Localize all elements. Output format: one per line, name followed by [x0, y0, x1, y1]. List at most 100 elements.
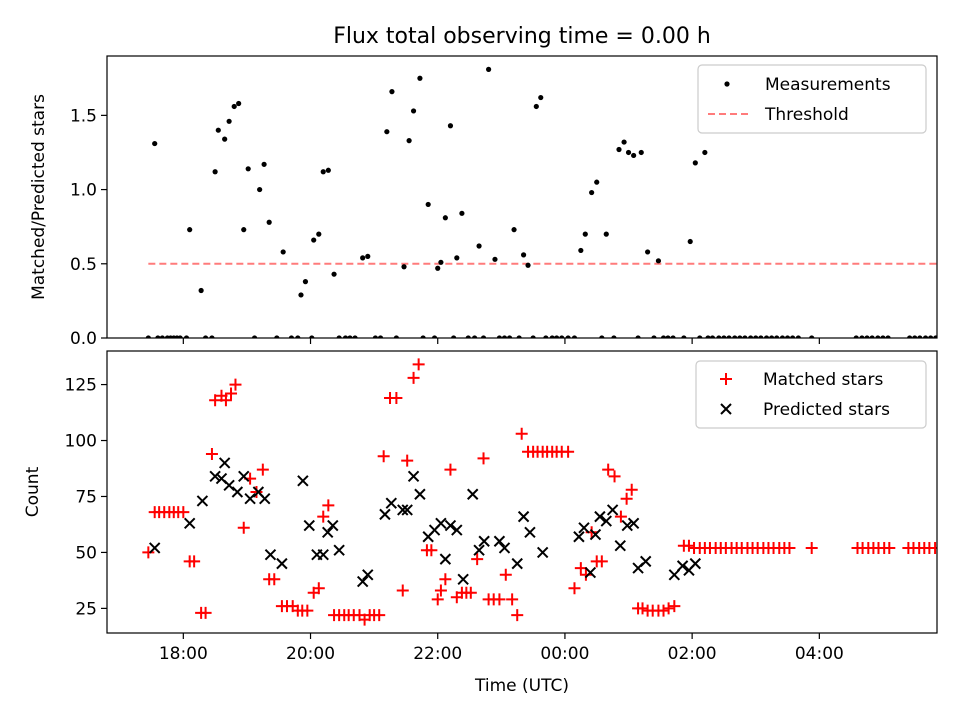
matched-star-point — [219, 394, 232, 407]
legend-label-threshold: Threshold — [764, 105, 849, 125]
predicted-star-point — [209, 470, 221, 483]
x-tick-label: 20:00 — [286, 644, 335, 664]
legend-marker-measurements — [724, 81, 730, 87]
matched-star-point — [177, 506, 190, 519]
measurement-point — [442, 215, 448, 221]
measurement-point — [187, 227, 193, 233]
predicted-star-point — [297, 475, 309, 487]
measurement-point — [859, 335, 865, 338]
measurement-point — [549, 335, 555, 338]
measurement-point — [352, 335, 358, 338]
measurement-point — [511, 227, 517, 233]
measurement-point — [645, 249, 651, 255]
measurement-point — [621, 139, 627, 145]
matched-star-point — [268, 573, 281, 586]
measurement-point — [784, 335, 791, 338]
measurement-point — [377, 335, 384, 338]
measurement-point — [922, 335, 929, 338]
predicted-star-point — [578, 522, 590, 534]
measurement-point — [480, 335, 487, 338]
measurement-point — [917, 335, 923, 338]
matched-star-point — [396, 584, 409, 597]
predicted-star-point — [478, 535, 490, 547]
legend-label-measurements: Measurements — [765, 75, 891, 95]
measurement-point — [501, 335, 508, 338]
matched-star-point — [682, 539, 695, 552]
measurement-point — [241, 227, 247, 233]
predicted-star-point — [407, 470, 420, 483]
measurement-point — [438, 259, 444, 265]
measurement-point — [393, 335, 399, 338]
predicted-star-point — [573, 531, 585, 543]
matched-star-point — [412, 358, 425, 371]
predicted-star-point — [401, 504, 413, 516]
matched-star-point — [377, 450, 390, 463]
predicted-star-point — [231, 486, 244, 498]
measurement-point — [420, 335, 426, 338]
measurement-point — [611, 335, 617, 338]
predicted-star-point — [333, 544, 345, 556]
measurement-point — [732, 335, 738, 338]
matched-star-point — [668, 600, 681, 613]
measurement-point — [538, 94, 544, 101]
measurement-point — [603, 231, 609, 237]
measurement-point — [571, 335, 578, 338]
x-tick-label: 00:00 — [540, 644, 589, 664]
measurement-point — [245, 166, 251, 172]
matched-star-point — [579, 568, 592, 581]
matched-star-point — [574, 562, 587, 575]
predicted-star-point — [444, 519, 457, 532]
predicted-star-point — [327, 519, 339, 532]
measurement-point — [496, 335, 503, 338]
predicted-star-point — [457, 573, 469, 585]
legend-marker-matched — [720, 373, 732, 385]
measurement-point — [853, 335, 859, 338]
measurement-point — [880, 335, 886, 338]
top-plot-area — [145, 66, 937, 338]
measurement-point — [742, 335, 748, 338]
measurement-point — [257, 186, 263, 193]
measurement-point — [543, 335, 549, 338]
matched-star-point — [444, 463, 457, 476]
measurement-point — [625, 149, 632, 156]
predicted-star-point — [668, 569, 681, 581]
legend-label-matched: Matched stars — [763, 370, 883, 390]
predicted-star-point — [627, 517, 640, 530]
bottom-legend-box — [695, 360, 927, 429]
measurement-point — [737, 335, 743, 338]
matched-star-point — [883, 541, 896, 554]
top-y-axis: 0.0 0.5 1.0 1.5 — [70, 106, 107, 349]
measurement-point — [431, 335, 438, 338]
measurement-point — [486, 66, 492, 72]
matched-star-point — [317, 510, 330, 523]
predicted-star-point — [439, 553, 452, 565]
measurement-point — [753, 335, 759, 338]
matched-star-point — [934, 546, 937, 549]
measurement-point — [795, 335, 801, 338]
measurement-point — [266, 219, 272, 225]
measurement-point — [533, 103, 539, 110]
measurement-point — [697, 335, 703, 338]
matched-star-point — [390, 392, 403, 404]
measurement-point — [384, 129, 390, 135]
matched-star-point — [209, 394, 222, 407]
measurement-point — [554, 335, 560, 338]
measurement-point — [274, 335, 280, 338]
measurement-point — [145, 335, 151, 338]
predicted-star-point — [589, 528, 602, 541]
bottom-y-tick-label: 100 — [65, 432, 97, 452]
chart-title: Flux total observing time = 0.00 h — [333, 24, 711, 49]
predicted-star-point — [196, 495, 209, 507]
matched-star-point — [515, 427, 528, 440]
predicted-star-point — [238, 470, 250, 483]
measurement-point — [681, 335, 687, 338]
bottom-y-tick-label: 50 — [75, 543, 97, 563]
bottom-panel: 25 50 75 100 125 18:00 20:00 22:00 00:00 02:00 04… — [23, 350, 938, 696]
measurement-point — [231, 103, 237, 110]
matched-star-point — [471, 553, 484, 566]
measurement-point — [758, 335, 764, 338]
predicted-star-point — [600, 515, 612, 527]
measurement-point — [459, 210, 465, 216]
matched-star-point — [237, 521, 250, 534]
measurement-point — [885, 335, 891, 338]
